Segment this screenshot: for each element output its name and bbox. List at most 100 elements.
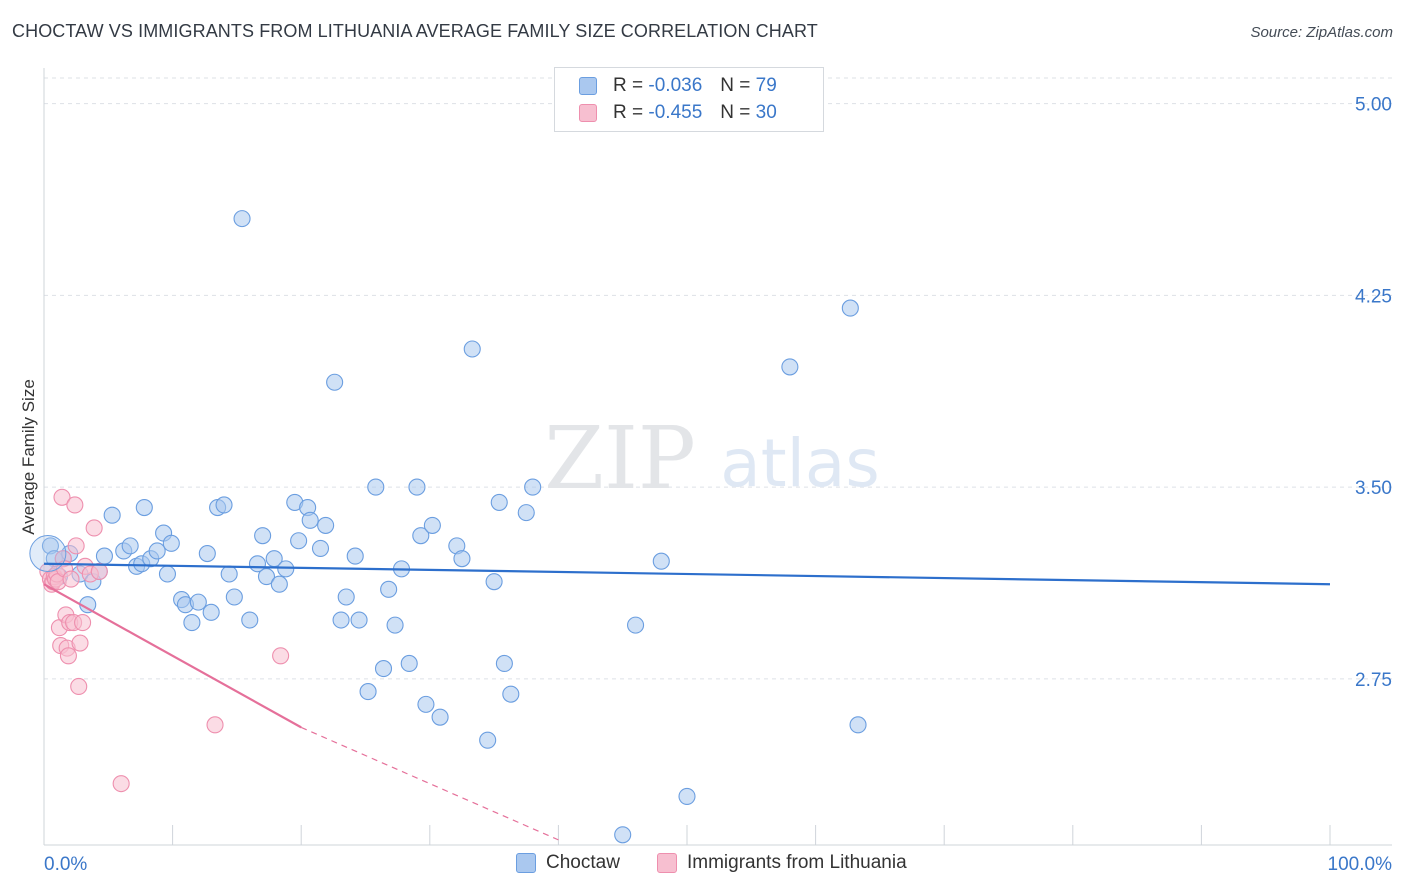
bottom-legend-label-choctaw: Choctaw: [546, 852, 620, 873]
choctaw-point: [614, 826, 632, 844]
choctaw-point: [183, 614, 201, 632]
choctaw-point: [841, 299, 859, 317]
choctaw-point: [453, 550, 471, 568]
legend-n-value-lithuania: 30: [755, 102, 777, 123]
choctaw-point: [359, 683, 377, 701]
choctaw-point: [346, 547, 364, 565]
choctaw-point: [517, 504, 535, 522]
choctaw-point: [495, 654, 513, 673]
choctaw-point: [277, 560, 295, 578]
gridlines: [44, 77, 1392, 680]
source-label: Source: ZipAtlas.com: [1250, 24, 1393, 41]
bottom-legend-swatch-choctaw: [516, 853, 536, 873]
lithuania-point: [206, 716, 224, 734]
choctaw-point: [148, 542, 166, 560]
choctaw-point: [350, 611, 368, 629]
chart-title: CHOCTAW VS IMMIGRANTS FROM LITHUANIA AVE…: [12, 21, 818, 41]
choctaw-point: [423, 516, 441, 534]
watermark-atlas: atlas: [720, 425, 880, 502]
legend-r-value-choctaw: -0.036: [648, 75, 703, 96]
legend-row-choctaw: R = -0.036 N = 79: [579, 74, 777, 98]
choctaw-point: [652, 552, 670, 570]
lithuania-point: [53, 488, 71, 506]
choctaw-point: [254, 527, 272, 545]
choctaw-point: [215, 496, 233, 514]
choctaw-point: [220, 565, 238, 583]
choctaw-point: [311, 539, 330, 557]
choctaw-trend-line: [43, 562, 1331, 586]
y-axis-label: Average Family Size: [19, 379, 38, 535]
y-tick-label: 2.75: [1355, 670, 1392, 691]
choctaw-point: [781, 358, 799, 376]
choctaw-point: [463, 340, 481, 358]
trend-lines: [43, 562, 1331, 841]
lithuania-trend-line: [43, 583, 302, 729]
choctaw-point: [270, 575, 288, 593]
choctaw-point: [417, 695, 435, 713]
watermark-zip: ZIP: [544, 409, 696, 509]
bottom-legend-swatch-lithuania: [657, 853, 677, 873]
choctaw-point: [225, 588, 243, 606]
choctaw-point: [479, 731, 497, 749]
lithuania-trend-extension: [300, 726, 559, 841]
choctaw-point: [158, 565, 177, 583]
legend-row-lithuania: R = -0.455 N = 30: [579, 101, 777, 125]
legend-r-value-lithuania: -0.455: [648, 102, 703, 123]
choctaw-point: [121, 537, 139, 555]
choctaw-point: [257, 567, 276, 586]
lithuania-point: [85, 519, 103, 537]
bottom-legend-label-lithuania: Immigrants from Lithuania: [687, 852, 907, 873]
lithuania-point: [70, 677, 88, 696]
legend-swatch-lithuania: [579, 104, 597, 122]
watermark: ZIP atlas: [544, 409, 880, 509]
choctaw-point: [103, 506, 121, 524]
choctaw-point: [386, 616, 404, 634]
choctaw-point: [198, 544, 216, 563]
choctaw-point: [849, 716, 867, 734]
choctaw-point: [367, 478, 385, 496]
choctaw-point: [374, 660, 393, 678]
choctaw-point: [400, 654, 418, 673]
lithuania-point: [74, 614, 92, 632]
choctaw-point: [135, 498, 153, 517]
choctaw-point: [162, 534, 180, 552]
axes: [43, 68, 1392, 846]
choctaw-point: [317, 516, 335, 534]
choctaw-point: [380, 580, 398, 598]
choctaw-point: [502, 685, 520, 703]
choctaw-point: [95, 547, 113, 565]
lithuania-point: [67, 537, 85, 555]
legend-n-label: N =: [720, 102, 751, 123]
y-tick-label: 4.25: [1355, 286, 1392, 307]
choctaw-point: [678, 787, 696, 805]
x-tick-label: 100.0%: [1328, 854, 1393, 875]
choctaw-point: [408, 478, 426, 496]
lithuania-point: [66, 496, 84, 514]
choctaw-point: [202, 603, 220, 621]
tick-labels: 2.75 3.50 4.25 5.00 0.0% 100.0%: [44, 95, 1392, 875]
y-tick-label: 3.50: [1355, 478, 1392, 499]
choctaw-point: [627, 616, 645, 634]
legend-swatch-choctaw: [579, 77, 597, 95]
lithuania-point: [59, 647, 77, 665]
bottom-legend-choctaw: Choctaw: [516, 852, 620, 874]
choctaw-point: [490, 493, 508, 511]
choctaw-point: [431, 708, 449, 726]
lithuania-point: [71, 634, 89, 652]
legend-r-label: R =: [613, 75, 644, 96]
lithuania-point: [90, 562, 108, 580]
y-tick-label: 5.00: [1355, 95, 1392, 116]
choctaw-point: [332, 611, 350, 629]
choctaw-point: [233, 210, 251, 228]
choctaw-point: [29, 535, 67, 573]
legend-n-label: N =: [720, 75, 751, 96]
bottom-legend-lithuania: Immigrants from Lithuania: [657, 852, 907, 874]
data-points: [29, 210, 867, 844]
x-tick-label: 0.0%: [44, 854, 87, 875]
lithuania-point: [112, 775, 130, 793]
legend-n-value-choctaw: 79: [755, 75, 777, 96]
choctaw-point: [290, 532, 308, 550]
correlation-legend: R = -0.036 N = 79 R = -0.455 N = 30: [554, 67, 824, 132]
choctaw-point: [412, 527, 430, 545]
